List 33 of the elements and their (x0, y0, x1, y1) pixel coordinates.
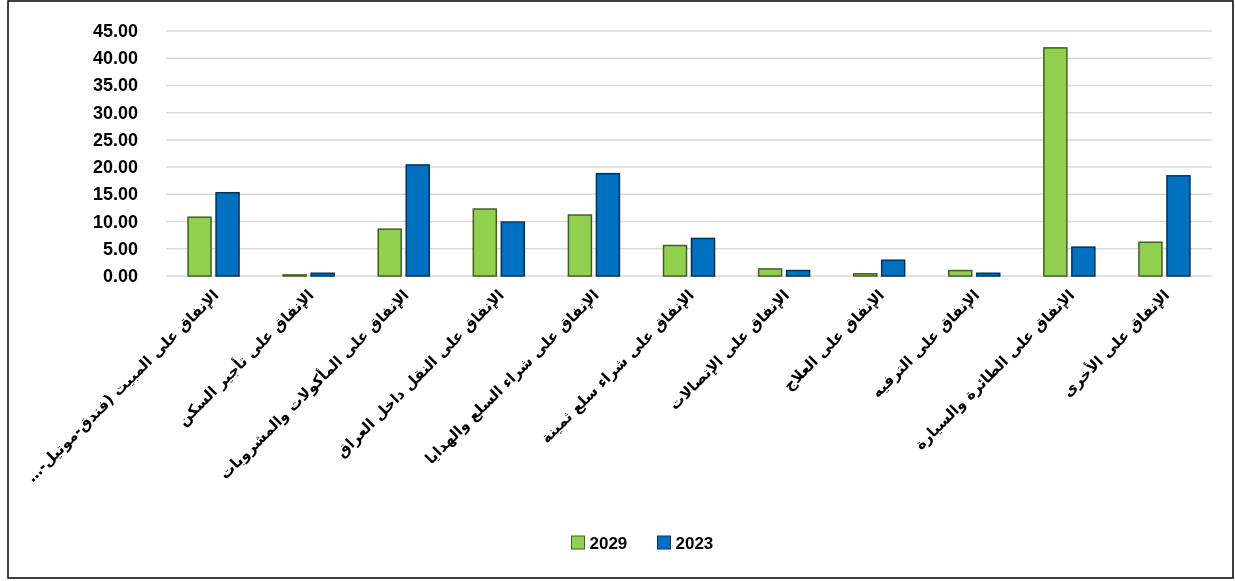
y-tick-label: 15.00 (92, 184, 138, 205)
bar (1166, 175, 1191, 277)
y-tick-label: 20.00 (92, 157, 138, 178)
y-tick-label: 45.00 (92, 21, 138, 41)
y-tick-label: 10.00 (92, 211, 138, 232)
legend-label: 2029 (589, 534, 628, 553)
bar (310, 272, 335, 277)
y-tick-label: 35.00 (92, 75, 138, 96)
y-tick-label: 5.00 (102, 238, 138, 259)
bar (567, 214, 593, 277)
bar (1138, 241, 1163, 277)
y-tick-label: 25.00 (92, 129, 138, 150)
bar (405, 164, 430, 277)
bar (852, 273, 878, 277)
bar (757, 268, 783, 277)
bar (976, 272, 1001, 277)
bar (1043, 47, 1068, 277)
bar (690, 237, 716, 277)
bar (1071, 246, 1096, 277)
y-tick-label: 30.00 (92, 102, 138, 123)
y-tick-label: 0.00 (102, 266, 138, 286)
bar (662, 244, 688, 277)
bar (187, 216, 212, 277)
bar (377, 228, 402, 277)
bar (880, 259, 906, 277)
bar (472, 208, 498, 277)
bar (948, 269, 973, 277)
bar (785, 269, 811, 277)
y-tick-label: 40.00 (92, 48, 138, 69)
bar (595, 172, 621, 277)
bar (500, 221, 526, 277)
legend-label: 2023 (675, 534, 714, 553)
bar (215, 191, 240, 277)
